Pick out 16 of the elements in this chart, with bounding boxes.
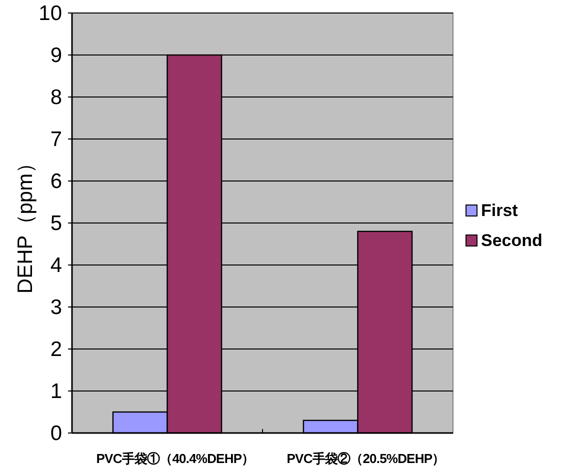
y-tick-label: 4 (50, 254, 62, 277)
legend-label: Second (481, 231, 542, 250)
y-tick-label: 2 (50, 338, 62, 361)
y-tick-label: 6 (50, 170, 62, 193)
y-tick-label: 0 (50, 422, 62, 445)
y-tick-label: 5 (50, 212, 62, 235)
x-tick-label: PVC手袋①（40.4%DEHP） (96, 451, 254, 466)
x-tick-label: PVC手袋②（20.5%DEHP） (286, 451, 445, 466)
legend-label: First (481, 201, 518, 220)
y-tick-label: 7 (50, 128, 62, 151)
y-tick-label: 3 (50, 296, 62, 319)
y-tick-label: 10 (38, 2, 62, 25)
y-tick-label: 9 (50, 44, 62, 67)
y-tick-label: 1 (50, 380, 62, 403)
y-tick-label: 8 (50, 86, 62, 109)
y-axis-title: DEHP（ppm） (14, 152, 37, 294)
